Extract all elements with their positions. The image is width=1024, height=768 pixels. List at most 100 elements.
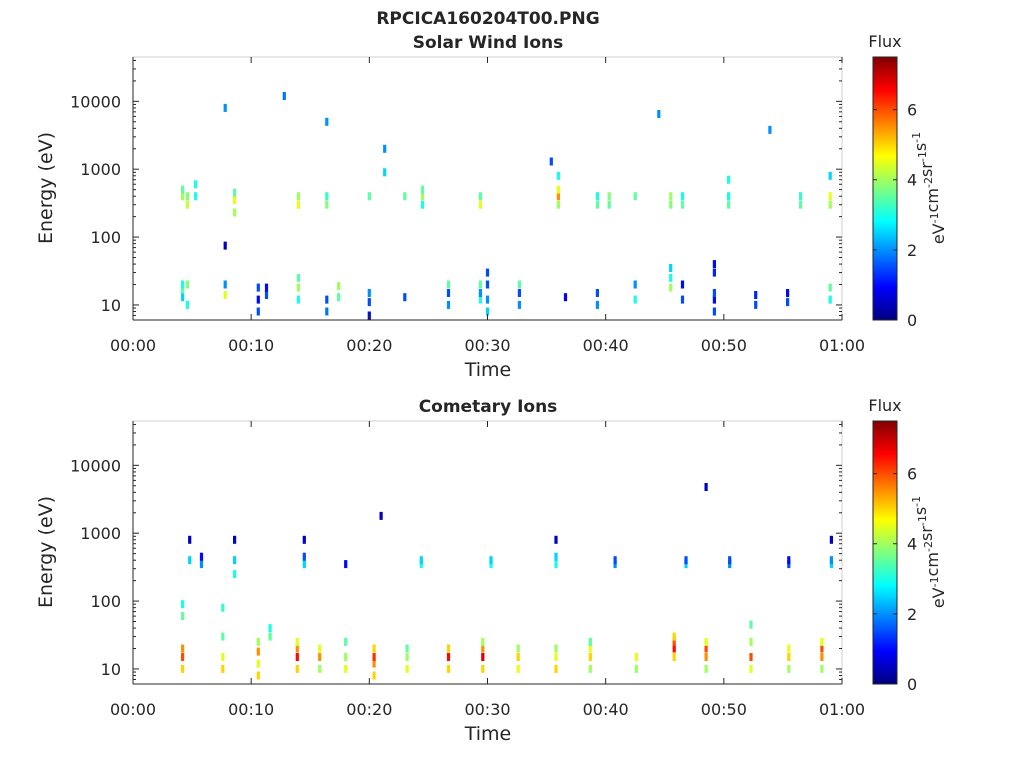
heatmap-cell	[337, 282, 341, 290]
y-ticks: 10 100 1000 10000	[70, 59, 842, 321]
heatmap-cell	[233, 208, 237, 217]
heatmap-cell	[403, 293, 407, 302]
panel-title: Cometary Ions	[419, 397, 558, 417]
heatmap-cell	[268, 632, 272, 641]
heatmap-cell	[367, 289, 371, 297]
heatmap-cell	[485, 280, 490, 289]
heatmap-cell	[344, 653, 348, 661]
heatmap-cell	[199, 552, 204, 561]
colorbar-tick-label: 2	[907, 605, 917, 624]
y-tick-label: 100	[90, 228, 121, 247]
colorbar: Flux 0 2 4 6 eV-1cm-2sr-1s-1	[868, 32, 948, 330]
x-tick-label: 00:20	[346, 336, 392, 355]
heatmap-cell	[595, 192, 599, 201]
x-tick-label: 01:00	[819, 700, 865, 719]
heatmap-cell	[367, 192, 371, 201]
heatmap-cell	[786, 289, 790, 297]
heatmap-cell	[325, 200, 329, 209]
heatmap-cell	[325, 117, 329, 126]
y-tick-label: 10	[101, 660, 121, 679]
heatmap-cell	[680, 200, 685, 209]
heatmap-cell	[595, 289, 599, 297]
heatmap-cell	[181, 600, 185, 609]
heatmap-cell	[485, 307, 490, 316]
heatmap-cell	[181, 280, 185, 289]
colorbar-label: eV-1cm-2sr-1s-1	[910, 496, 948, 608]
heatmap-cell	[554, 552, 558, 561]
heatmap-cell	[337, 293, 341, 302]
heatmap-cell	[549, 157, 553, 166]
heatmap-cell	[181, 192, 185, 201]
heatmap-cell	[595, 200, 599, 209]
heatmap-cell	[302, 560, 306, 569]
heatmap-cell	[516, 644, 520, 653]
heatmap-cell	[829, 535, 833, 544]
heatmap-cell	[704, 637, 708, 646]
heatmap-cell	[786, 298, 790, 307]
heatmap-cells	[181, 92, 832, 320]
colorbar-tick-label: 6	[907, 465, 917, 484]
heatmap-cell	[672, 637, 676, 646]
heatmap-cell	[517, 289, 521, 297]
heatmap-cell	[223, 291, 227, 299]
heatmap-cell	[325, 295, 329, 304]
heatmap-cell	[634, 653, 638, 661]
heatmap-cell	[181, 293, 185, 302]
heatmap-cell	[344, 664, 348, 673]
heatmap-cell	[489, 556, 493, 565]
heatmap-cell	[194, 180, 198, 189]
heatmap-cell	[446, 664, 451, 673]
heatmap-cell	[223, 280, 227, 289]
colorbar: Flux 0 2 4 6 eV-1cm-2sr-1s-1	[868, 396, 948, 694]
heatmap-cell	[383, 144, 387, 153]
heatmap-cell	[185, 280, 189, 289]
y-axis-label: Energy (eV)	[35, 496, 57, 608]
heatmap-cell	[556, 171, 560, 180]
heatmap-cell	[379, 511, 383, 520]
heatmap-cell	[787, 664, 791, 673]
heatmap-cell	[787, 644, 791, 653]
colorbar-label: eV-1cm-2sr-1s-1	[910, 132, 948, 244]
x-tick-label: 01:00	[819, 336, 865, 355]
heatmap-cell	[554, 644, 558, 653]
x-tick-label: 00:40	[583, 336, 629, 355]
heatmap-cell	[481, 637, 485, 646]
heatmap-cell	[828, 200, 832, 209]
x-tick-label: 00:30	[464, 336, 510, 355]
colorbar-tick-label: 0	[907, 675, 917, 694]
heatmap-cell	[181, 185, 185, 194]
heatmap-cell	[344, 637, 348, 646]
heatmap-cell	[727, 192, 731, 201]
heatmap-cell	[325, 307, 329, 316]
heatmap-cell	[264, 283, 269, 292]
colorbar-ticks: 0 2 4 6	[873, 465, 917, 694]
heatmap-cell	[256, 295, 260, 304]
heatmap-cell	[419, 556, 423, 565]
heatmap-cell	[712, 268, 716, 277]
x-tick-label: 00:40	[583, 700, 629, 719]
heatmap-cell	[680, 295, 685, 304]
heatmap-cell	[383, 168, 387, 177]
heatmap-cell	[554, 560, 558, 569]
heatmap-cell	[446, 280, 451, 289]
heatmap-cell	[607, 192, 611, 201]
heatmap-cell	[787, 556, 791, 565]
heatmap-cell	[749, 637, 753, 646]
heatmap-cell	[485, 268, 490, 277]
heatmap-cell	[704, 653, 708, 661]
heatmap-cell	[221, 603, 225, 612]
heatmap-cell	[420, 192, 425, 201]
heatmap-cell	[588, 637, 592, 646]
plot-area	[133, 421, 842, 684]
heatmap-cell	[318, 644, 322, 653]
heatmap-cell	[607, 200, 611, 209]
x-ticks: 00:00 00:10 00:20 00:30 00:40 00:50 01:00	[110, 421, 865, 719]
heatmap-cell	[403, 192, 407, 201]
colorbar-tick-label: 4	[907, 171, 917, 190]
heatmap-cell	[680, 192, 685, 201]
heatmap-cell	[405, 664, 409, 673]
heatmap-cell	[295, 637, 299, 646]
heatmap-cell	[405, 653, 409, 661]
x-ticks: 00:00 00:10 00:20 00:30 00:40 00:50 01:00	[110, 57, 865, 355]
